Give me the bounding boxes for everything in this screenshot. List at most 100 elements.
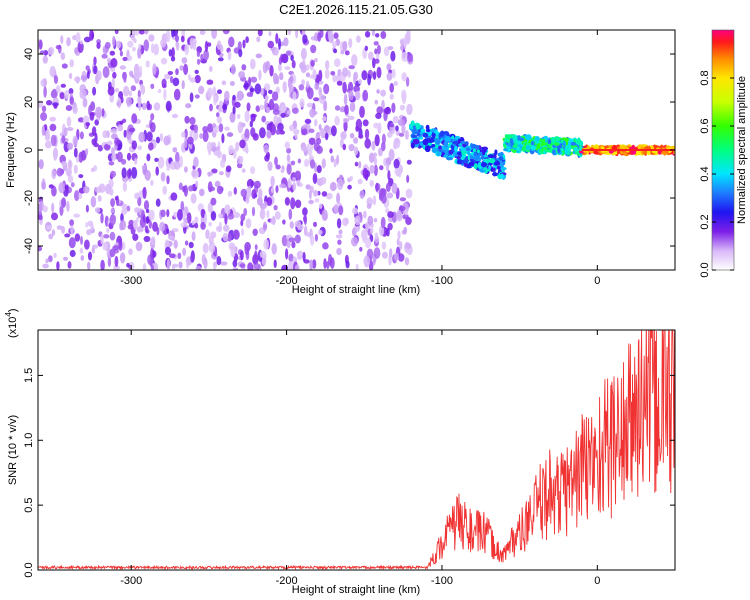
noise-cell: [189, 37, 194, 50]
signal-cell: [512, 144, 518, 148]
signal-cell: [496, 165, 501, 170]
cb-tick-label: 0.6: [699, 118, 711, 133]
noise-cell: [334, 105, 341, 111]
noise-cell: [169, 76, 174, 84]
noise-cell: [45, 128, 50, 140]
noise-cell: [43, 77, 47, 87]
noise-cell: [266, 131, 272, 138]
noise-cell: [53, 150, 58, 161]
noise-cell: [313, 190, 319, 197]
noise-cell: [263, 239, 270, 250]
noise-cell: [292, 176, 296, 183]
noise-cell: [282, 219, 286, 225]
noise-cell: [270, 175, 275, 187]
noise-cell: [264, 99, 268, 111]
noise-cell: [155, 166, 159, 176]
noise-cell: [222, 30, 230, 35]
noise-cell: [92, 86, 97, 96]
noise-cell: [93, 56, 97, 66]
noise-cell: [74, 233, 81, 242]
noise-cell: [209, 103, 213, 112]
x-tick-label: 0: [594, 275, 600, 287]
noise-cell: [325, 132, 329, 141]
noise-cell: [73, 147, 78, 158]
noise-cell: [289, 221, 294, 229]
noise-cell: [194, 69, 199, 74]
noise-cell: [127, 40, 134, 48]
signal-cell: [480, 155, 485, 160]
signal-cell: [512, 134, 518, 142]
noise-cell: [173, 211, 178, 218]
noise-cell: [173, 161, 181, 170]
noise-cell: [73, 213, 80, 218]
noise-cell: [159, 221, 166, 232]
noise-cell: [64, 233, 71, 238]
noise-cell: [273, 115, 279, 125]
y-tick-label: 0: [23, 147, 35, 153]
noise-cell: [68, 88, 74, 95]
signal-cell: [444, 136, 452, 142]
noise-cell: [61, 197, 67, 208]
noise-cell: [303, 225, 308, 237]
noise-cell: [404, 32, 411, 45]
noise-cell: [85, 204, 89, 213]
noise-cell: [263, 201, 268, 209]
signal-cell: [413, 129, 418, 135]
noise-cell: [393, 81, 398, 86]
noise-cell: [82, 97, 88, 108]
noise-cell: [125, 97, 132, 106]
noise-cell: [207, 87, 214, 98]
noise-cell: [126, 132, 132, 140]
noise-cell: [404, 209, 408, 216]
noise-cell: [309, 108, 316, 118]
noise-cell: [336, 218, 342, 229]
noise-cell: [119, 219, 127, 231]
noise-cell: [238, 49, 243, 58]
signal-cell: [431, 144, 436, 148]
noise-cell: [376, 44, 381, 55]
noise-cell: [104, 41, 111, 49]
signal-cell: [498, 156, 504, 161]
noise-cell: [69, 59, 74, 68]
noise-cell: [153, 102, 161, 111]
signal-cell: [456, 156, 461, 160]
noise-cell: [91, 126, 97, 136]
noise-cell: [249, 87, 255, 93]
noise-cell: [56, 167, 64, 177]
noise-cell: [222, 232, 229, 242]
noise-cell: [143, 39, 150, 52]
noise-cell: [251, 206, 256, 217]
noise-cell: [70, 182, 75, 188]
noise-cell: [67, 261, 72, 269]
noise-cell: [87, 261, 91, 270]
noise-cell: [115, 88, 119, 93]
noise-cell: [94, 119, 99, 126]
noise-cell: [51, 212, 58, 221]
noise-cell: [354, 215, 361, 226]
noise-cell: [299, 63, 305, 68]
noise-cell: [90, 196, 97, 208]
noise-cell: [256, 36, 261, 43]
noise-cell: [66, 37, 71, 47]
noise-cell: [375, 112, 382, 119]
noise-cell: [380, 89, 386, 97]
noise-cell: [294, 264, 300, 270]
noise-cell: [173, 239, 178, 249]
noise-cell: [342, 81, 347, 94]
noise-cell: [297, 158, 302, 164]
signal-cell: [501, 167, 507, 171]
signal-cell: [492, 167, 496, 172]
noise-cell: [46, 225, 52, 230]
signal-cell: [426, 129, 431, 133]
noise-cell: [407, 52, 414, 63]
noise-cell: [247, 262, 254, 270]
noise-cell: [334, 115, 340, 126]
signal-cell: [464, 157, 468, 164]
signal-cell: [410, 120, 415, 127]
noise-cell: [42, 263, 49, 269]
noise-cell: [216, 116, 222, 124]
noise-cell: [291, 59, 296, 69]
spectrogram-x-label: Height of straight line (km): [292, 284, 420, 296]
noise-cell: [336, 80, 343, 86]
noise-cell: [114, 137, 120, 146]
